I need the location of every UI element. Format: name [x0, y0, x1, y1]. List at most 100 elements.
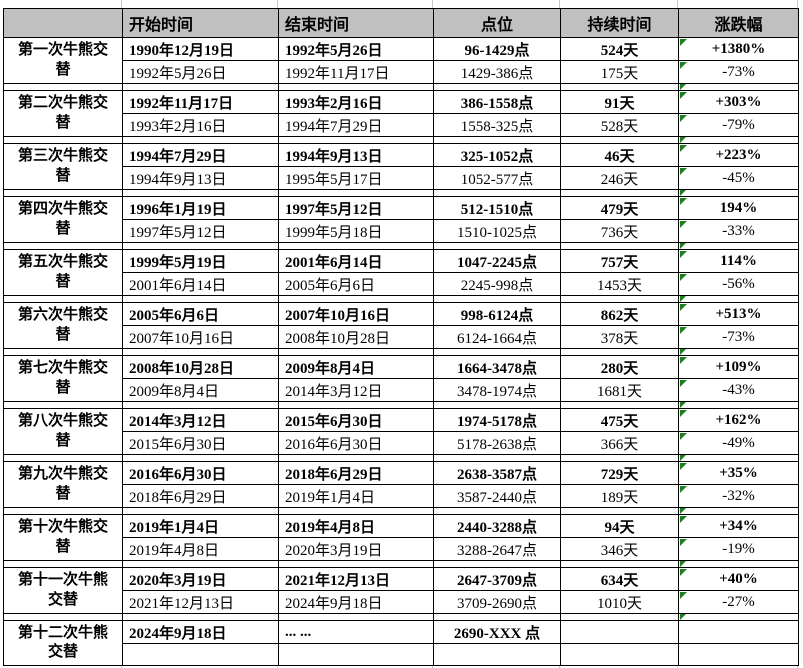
bull-end-cell: 2009年8月4日 — [278, 355, 434, 379]
bull-row: 第四次牛熊交替 1996年1月19日 1997年5月12日 512-1510点 479天… — [3, 196, 799, 243]
bull-duration-cell — [560, 620, 679, 644]
gridline-stub — [121, 0, 122, 8]
bull-start-cell: 2019年1月4日 — [122, 514, 279, 538]
bull-points-cell: 2690-XXX 点 — [433, 620, 561, 644]
spacer-cell — [3, 454, 123, 462]
bear-row: 2001年6月14日 2005年6月6日 2245-998点 1453天 -56% — [4, 272, 799, 296]
spacer-cell-error-indicator-icon — [678, 401, 799, 409]
bear-change-cell: -27% — [678, 590, 799, 614]
bull-change-cell: +303% — [678, 90, 799, 114]
bear-start-cell: 1997年5月12日 — [122, 219, 279, 243]
bear-start-cell: 1993年2月16日 — [122, 113, 279, 137]
gridline-stub — [559, 0, 560, 8]
bull-change-cell: +34% — [678, 514, 799, 538]
spacer-cell-error-indicator-icon — [678, 560, 799, 568]
bull-points-cell: 2638-3587点 — [433, 461, 561, 485]
bear-duration-cell: 736天 — [560, 219, 679, 243]
spacer-cell — [122, 189, 279, 197]
header-change: 涨跌幅 — [678, 8, 799, 38]
spacer-cell — [3, 136, 123, 144]
bull-change-cell: +1380% — [678, 37, 799, 61]
bull-duration-cell: 46天 — [560, 143, 679, 167]
bear-points-cell: 3709-2690点 — [433, 590, 561, 614]
bull-points-cell: 386-1558点 — [433, 90, 561, 114]
spacer-cell-error-indicator-icon — [678, 507, 799, 515]
bull-start-cell: 2014年3月12日 — [122, 408, 279, 432]
spacer-cell-error-indicator-icon — [678, 348, 799, 356]
gridline-stub — [677, 666, 678, 668]
bull-row: 第九次牛熊交替 2016年6月30日 2018年6月29日 2638-3587点 729… — [3, 461, 799, 508]
bull-start-cell: 2024年9月18日 — [122, 620, 279, 644]
spacer-cell — [122, 136, 279, 144]
spacer-cell — [433, 560, 561, 568]
bull-end-cell: 1994年9月13日 — [278, 143, 434, 167]
spacer-cell — [278, 189, 434, 197]
bull-end-cell: 1997年5月12日 — [278, 196, 434, 220]
bear-duration-cell: 1453天 — [560, 272, 679, 296]
bear-row: 1993年2月16日 1994年7月29日 1558-325点 528天 -79% — [4, 113, 799, 137]
bull-points-cell: 2647-3709点 — [433, 567, 561, 591]
spacer-cell-error-indicator-icon — [678, 242, 799, 250]
bull-row: 第八次牛熊交替 2014年3月12日 2015年6月30日 1974-5178点 475… — [3, 408, 799, 455]
bull-duration-cell: 91天 — [560, 90, 679, 114]
bear-duration-cell: 189天 — [560, 484, 679, 508]
spacer-cell — [278, 613, 434, 621]
bear-end-cell: 1994年7月29日 — [278, 113, 434, 137]
gridline-stub — [559, 666, 560, 668]
bull-points-cell: 1974-5178点 — [433, 408, 561, 432]
spacer-cell-error-indicator-icon — [678, 136, 799, 144]
bull-duration-cell: 475天 — [560, 408, 679, 432]
bull-end-cell: 2021年12月13日 — [278, 567, 434, 591]
bull-bear-cycle-table: 开始时间 结束时间 点位 持续时间 涨跌幅 第一次牛熊交替 1990年12月19日… — [3, 8, 799, 666]
spacer-cell — [3, 348, 123, 356]
bull-change-cell: +40% — [678, 567, 799, 591]
bull-end-cell: 2007年10月16日 — [278, 302, 434, 326]
bear-duration-cell: 528天 — [560, 113, 679, 137]
spacer-cell — [122, 401, 279, 409]
spacer-cell — [278, 136, 434, 144]
cycle-label-cell: 第十一次牛熊交替 — [3, 567, 123, 614]
spacer-cell — [560, 560, 679, 568]
header-blank — [3, 8, 123, 38]
bull-end-cell: 2001年6月14日 — [278, 249, 434, 273]
bull-end-cell: 1992年5月26日 — [278, 37, 434, 61]
bear-change-cell: -49% — [678, 431, 799, 455]
bull-duration-cell: 479天 — [560, 196, 679, 220]
cycle-label-cell: 第十二次牛熊交替 — [3, 620, 123, 666]
bear-start-cell: 2007年10月16日 — [122, 325, 279, 349]
spacer-cell — [3, 507, 123, 515]
bull-start-cell: 1994年7月29日 — [122, 143, 279, 167]
bear-points-cell: 3587-2440点 — [433, 484, 561, 508]
bear-end-cell: 2019年1月4日 — [278, 484, 434, 508]
spacer-cell — [560, 401, 679, 409]
spacer-cell — [560, 189, 679, 197]
spacer-row — [3, 560, 799, 568]
spacer-cell — [278, 242, 434, 250]
bull-start-cell: 2020年3月19日 — [122, 567, 279, 591]
bull-start-cell: 2016年6月30日 — [122, 461, 279, 485]
spacer-cell — [433, 401, 561, 409]
bear-start-cell: 2021年12月13日 — [122, 590, 279, 614]
spacer-cell — [278, 83, 434, 91]
spacer-row — [3, 507, 799, 515]
bull-points-cell: 2440-3288点 — [433, 514, 561, 538]
bear-end-cell — [278, 643, 434, 666]
bull-end-cell: 2018年6月29日 — [278, 461, 434, 485]
spacer-cell-error-indicator-icon — [678, 83, 799, 91]
bull-row: 第七次牛熊交替 2008年10月28日 2009年8月4日 1664-3478点 280… — [3, 355, 799, 402]
spacer-cell-error-indicator-icon — [678, 454, 799, 462]
bear-start-cell: 1992年5月26日 — [122, 60, 279, 84]
bull-duration-cell: 634天 — [560, 567, 679, 591]
bear-change-cell: -32% — [678, 484, 799, 508]
bear-points-cell: 2245-998点 — [433, 272, 561, 296]
bull-change-cell: +513% — [678, 302, 799, 326]
bear-duration-cell: 366天 — [560, 431, 679, 455]
spacer-cell — [560, 136, 679, 144]
bear-change-cell — [678, 643, 799, 666]
bear-points-cell: 3478-1974点 — [433, 378, 561, 402]
spacer-cell — [122, 507, 279, 515]
bear-row: 1997年5月12日 1999年5月18日 1510-1025点 736天 -33% — [4, 219, 799, 243]
bear-points-cell: 1558-325点 — [433, 113, 561, 137]
spacer-cell — [122, 454, 279, 462]
spacer-row — [3, 189, 799, 197]
